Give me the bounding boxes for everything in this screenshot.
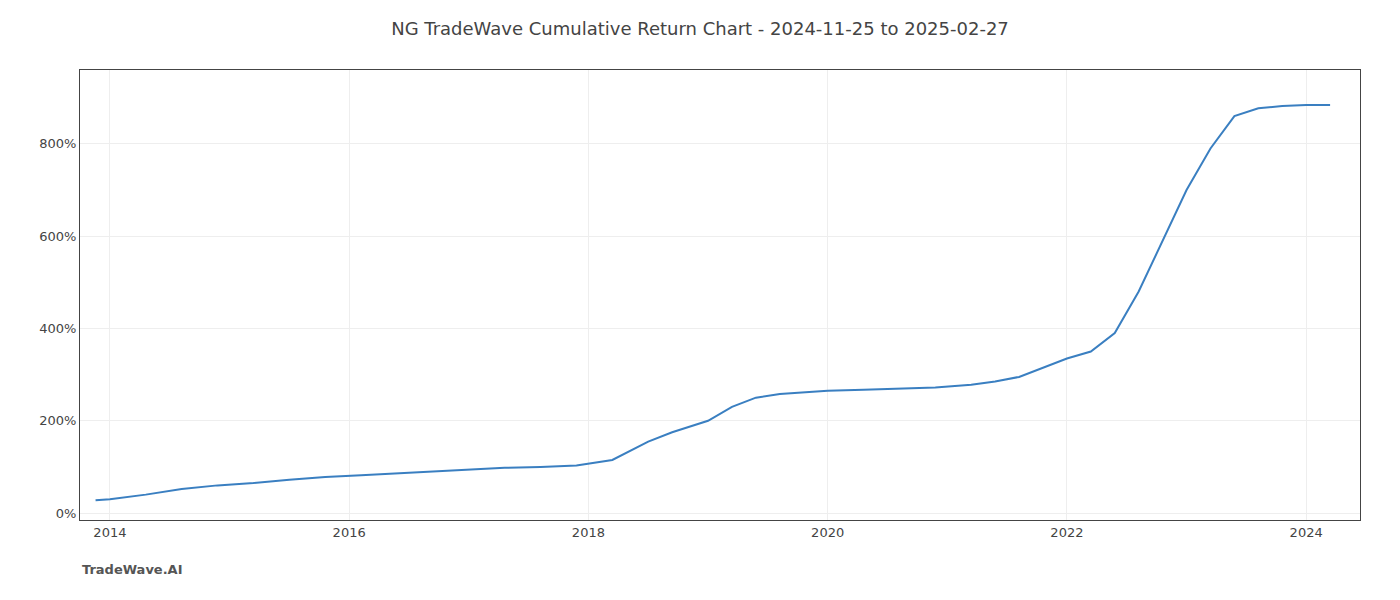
svg-text:400%: 400% (39, 321, 76, 336)
svg-text:0%: 0% (56, 506, 77, 521)
svg-text:2016: 2016 (333, 525, 366, 540)
svg-text:2022: 2022 (1050, 525, 1083, 540)
svg-text:2014: 2014 (93, 525, 126, 540)
svg-text:NG TradeWave Cumulative Return: NG TradeWave Cumulative Return Chart - 2… (391, 18, 1009, 39)
svg-text:800%: 800% (39, 136, 76, 151)
svg-text:TradeWave.AI: TradeWave.AI (82, 562, 183, 577)
svg-text:2020: 2020 (811, 525, 844, 540)
svg-text:600%: 600% (39, 229, 76, 244)
svg-text:200%: 200% (39, 413, 76, 428)
svg-text:2024: 2024 (1290, 525, 1323, 540)
svg-text:2018: 2018 (572, 525, 605, 540)
